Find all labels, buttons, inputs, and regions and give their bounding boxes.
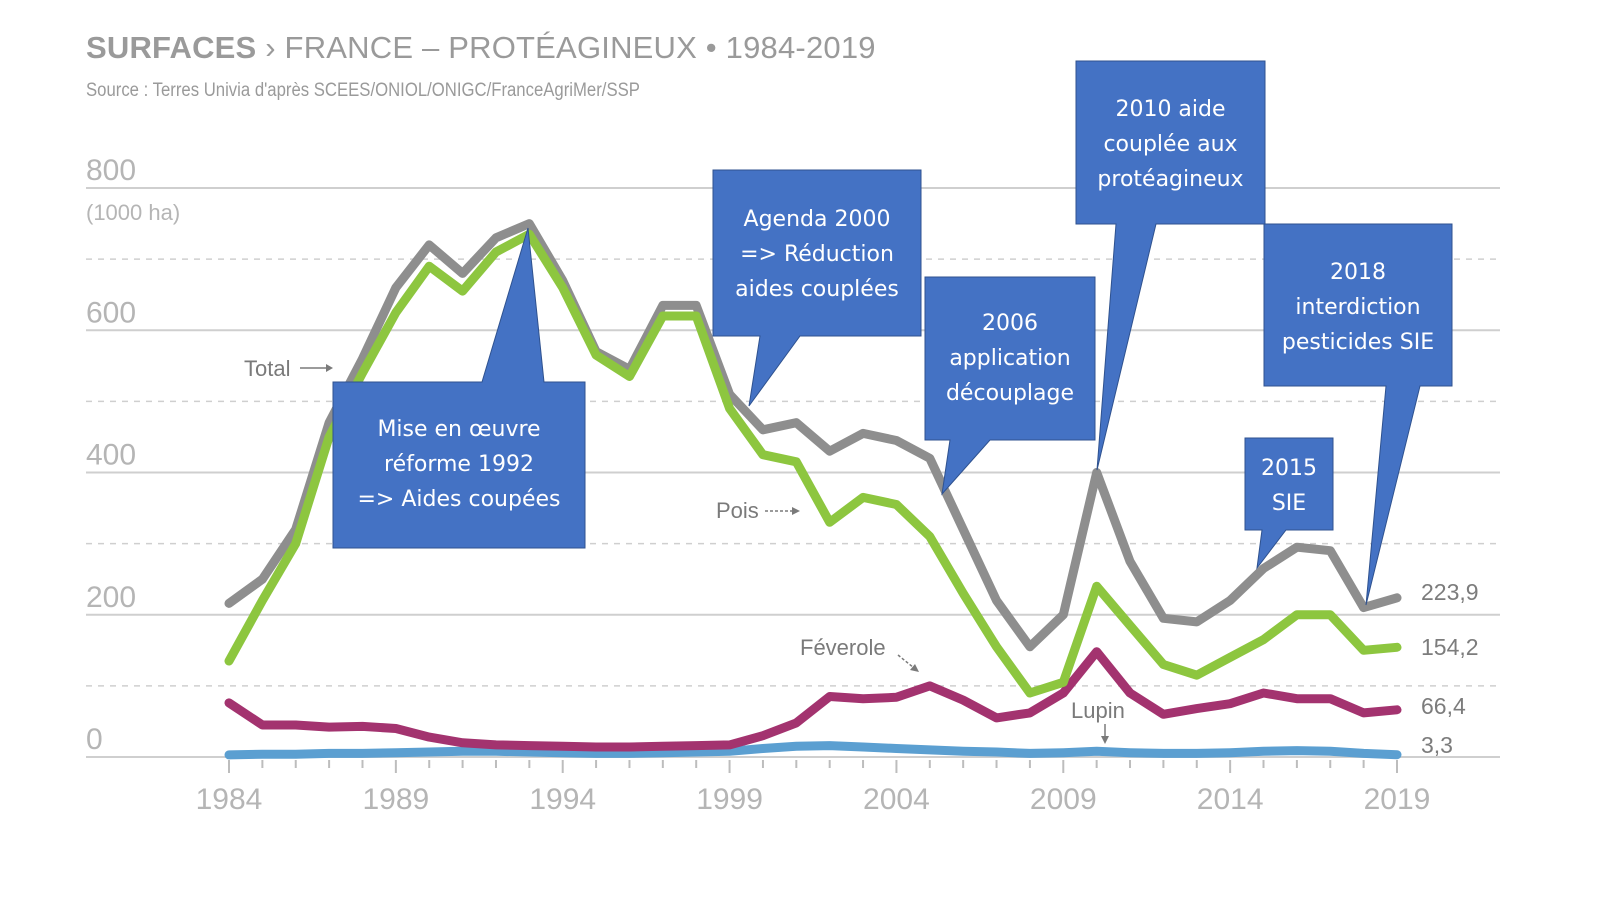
end-label-pois: 154,2 bbox=[1421, 634, 1479, 660]
callout-text-line: => Aides coupées bbox=[358, 487, 561, 512]
series-labels: Total Pois Féverole Lupin bbox=[244, 356, 1125, 744]
chart-source: Source : Terres Univia d'après SCEES/ONI… bbox=[86, 80, 640, 101]
callout-text-line: 2015 bbox=[1261, 456, 1317, 481]
callout-2010: 2010 aide couplée aux protéagineux bbox=[1075, 60, 1266, 471]
callout-text-line: 2006 bbox=[982, 311, 1038, 336]
callout-text-line: application bbox=[949, 346, 1070, 371]
y-axis: 0 200 400 600 800 (1000 ha) bbox=[86, 154, 180, 756]
callout-bubble bbox=[332, 227, 586, 549]
callout-2018: 2018 interdiction pesticides SIE bbox=[1263, 223, 1453, 606]
y-tick-label: 800 bbox=[86, 154, 136, 187]
series-line-pois bbox=[224, 229, 1402, 698]
callout-1993: Mise en œuvre réforme 1992 => Aides coupée… bbox=[332, 227, 586, 549]
callout-bubble bbox=[1075, 60, 1266, 471]
x-tick-label: 1999 bbox=[696, 783, 763, 816]
label-feverole: Féverole bbox=[800, 635, 886, 660]
series-line-fverole bbox=[224, 647, 1402, 752]
y-unit-label: (1000 ha) bbox=[86, 200, 180, 225]
label-total: Total bbox=[244, 356, 290, 381]
arrow-lupin-icon bbox=[1101, 724, 1109, 744]
callout-2015: 2015 SIE bbox=[1244, 437, 1334, 570]
x-tick-label: 2009 bbox=[1030, 783, 1097, 816]
title-bold: SURFACES bbox=[86, 30, 257, 65]
callout-text-line: protéagineux bbox=[1097, 167, 1243, 192]
x-tick-label: 2014 bbox=[1197, 783, 1264, 816]
chart-title: SURFACES › FRANCE – PROTÉAGINEUX • 1984-… bbox=[86, 30, 876, 66]
callout-text-line: pesticides SIE bbox=[1282, 330, 1434, 355]
callout-text-line: 2010 aide bbox=[1115, 97, 1225, 122]
callout-text-line: interdiction bbox=[1295, 295, 1420, 320]
end-label-fverole: 66,4 bbox=[1421, 693, 1466, 719]
arrow-total-icon bbox=[300, 364, 333, 372]
series-line-total bbox=[224, 219, 1402, 652]
x-tick-label: 1984 bbox=[196, 783, 263, 816]
y-tick-label: 600 bbox=[86, 296, 136, 329]
x-tick-label: 1994 bbox=[529, 783, 596, 816]
arrow-pois-icon bbox=[765, 507, 800, 515]
end-label-total: 223,9 bbox=[1421, 579, 1479, 605]
series-line-lupin bbox=[224, 741, 1402, 760]
callout-text-line: => Réduction bbox=[740, 242, 894, 267]
callout-text-line: couplée aux bbox=[1103, 132, 1237, 157]
callout-bubble bbox=[1244, 437, 1334, 570]
series-lines bbox=[224, 219, 1402, 760]
end-label-lupin: 3,3 bbox=[1421, 732, 1453, 758]
callout-text-line: SIE bbox=[1272, 491, 1306, 516]
callout-bubble bbox=[1263, 223, 1453, 606]
x-axis: 1984 1989 1994 1999 2004 2009 2014 2019 bbox=[196, 760, 1431, 816]
callout-text-line: réforme 1992 bbox=[384, 452, 534, 477]
annotation-callouts: Mise en œuvre réforme 1992 => Aides coupée… bbox=[332, 60, 1453, 606]
y-tick-label: 400 bbox=[86, 439, 136, 472]
callout-text-line: aides couplées bbox=[735, 277, 899, 302]
callout-text-line: découplage bbox=[946, 381, 1074, 406]
callout-text-line: Mise en œuvre bbox=[377, 417, 540, 442]
x-tick-label: 2004 bbox=[863, 783, 930, 816]
arrow-feverole-icon bbox=[897, 654, 919, 672]
title-rest: › FRANCE – PROTÉAGINEUX • 1984-2019 bbox=[256, 30, 876, 65]
callout-2006: 2006 application découplage bbox=[924, 276, 1096, 496]
x-tick-label: 1989 bbox=[362, 783, 429, 816]
callout-text-line: Agenda 2000 bbox=[744, 207, 891, 232]
callout-2000: Agenda 2000 => Réduction aides couplées bbox=[712, 169, 922, 407]
callout-text-line: 2018 bbox=[1330, 260, 1386, 285]
callout-bubble bbox=[924, 276, 1096, 496]
callout-bubble bbox=[712, 169, 922, 407]
end-value-labels: 223,9 154,2 66,4 3,3 bbox=[1421, 579, 1479, 758]
label-pois: Pois bbox=[716, 498, 759, 523]
y-tick-label: 200 bbox=[86, 581, 136, 614]
label-lupin: Lupin bbox=[1071, 698, 1125, 723]
x-tick-label: 2019 bbox=[1364, 783, 1431, 816]
y-tick-label: 0 bbox=[86, 723, 103, 756]
